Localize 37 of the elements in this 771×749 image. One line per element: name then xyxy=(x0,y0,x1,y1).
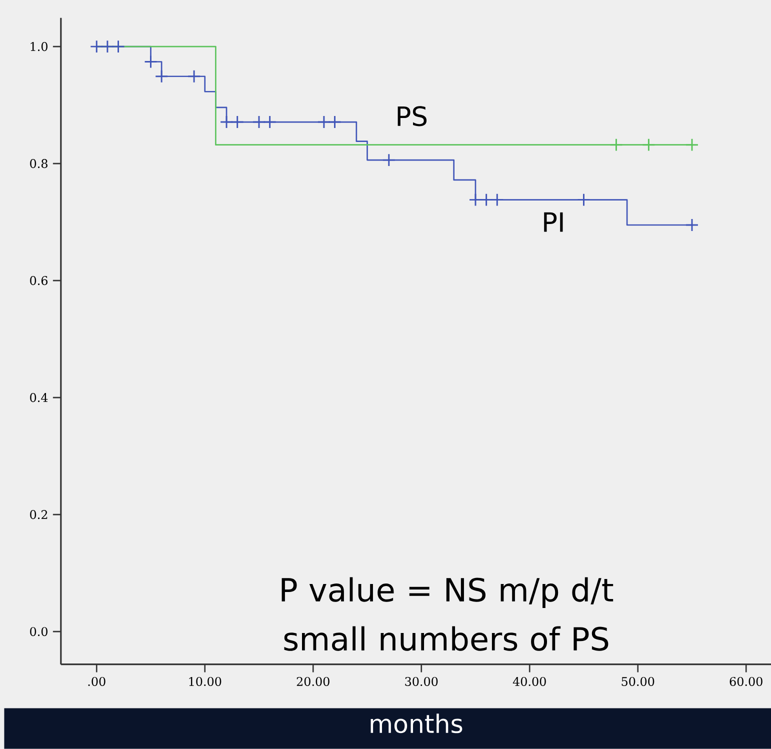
x-tick-label: .00 xyxy=(88,677,106,686)
series-label: PI xyxy=(544,212,563,232)
x-tick-label: 60.00 xyxy=(730,677,762,686)
series-label: PS xyxy=(398,106,427,126)
point xyxy=(685,218,699,232)
x-tick-label: 50.00 xyxy=(622,677,654,686)
y-tick-label: 0.6 xyxy=(30,276,48,286)
point xyxy=(263,115,277,129)
point xyxy=(490,193,504,207)
point xyxy=(610,138,623,152)
x-tick-label: 40.00 xyxy=(512,677,546,686)
y-tick-label: 0.4 xyxy=(30,393,48,402)
point xyxy=(252,115,266,129)
y-tick-label: 1.0 xyxy=(30,42,48,52)
x-axis-title: months xyxy=(370,714,462,734)
point xyxy=(468,193,482,207)
point xyxy=(328,115,342,129)
x-tick-label: 10.00 xyxy=(189,677,222,686)
point xyxy=(220,115,234,129)
point xyxy=(317,115,331,129)
point xyxy=(187,70,201,84)
point xyxy=(230,115,244,129)
point xyxy=(382,153,396,167)
y-tick-label: 0.0 xyxy=(30,627,48,636)
point xyxy=(112,40,125,54)
point xyxy=(642,138,656,152)
point xyxy=(685,138,699,152)
annotation: P value = NS m/p d/t small numbers of PS xyxy=(282,577,614,651)
point xyxy=(144,55,158,69)
point xyxy=(154,70,168,84)
point xyxy=(480,193,494,207)
x-tick-label: 30.00 xyxy=(405,677,438,686)
y-tick-label: 0.8 xyxy=(30,159,48,168)
point xyxy=(100,40,114,54)
point xyxy=(90,40,104,54)
x-tick-label: 20.00 xyxy=(296,677,330,686)
y-tick-label: 0.2 xyxy=(30,510,48,520)
